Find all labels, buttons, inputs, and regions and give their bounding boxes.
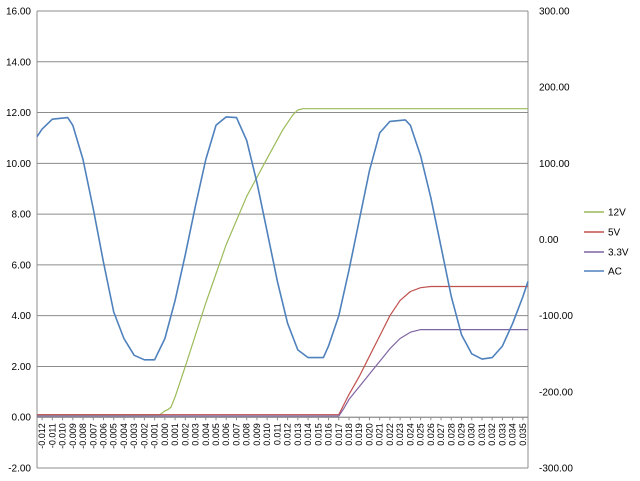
- right-tick-label: 200.00: [539, 83, 570, 94]
- left-tick-label: 2.00: [12, 362, 32, 373]
- x-tick-label: 0.010: [262, 423, 272, 446]
- legend: 12V 5V 3.3V AC: [584, 208, 629, 278]
- x-tick-label: 0.026: [426, 423, 436, 446]
- x-tick-label: 0.012: [283, 423, 293, 446]
- left-tick-label: 12.00: [6, 108, 31, 119]
- x-tick-label: 0.029: [457, 423, 467, 446]
- x-tick-label: 0.016: [324, 423, 334, 446]
- x-tick-label: -0.002: [139, 423, 149, 449]
- series-line-ac: [36, 116, 529, 361]
- x-tick-label: 0.021: [375, 423, 385, 446]
- legend-label: 12V: [608, 208, 626, 219]
- x-tick-label: -0.005: [109, 423, 119, 449]
- x-tick-label: -0.010: [58, 423, 68, 449]
- x-tick-label: -0.004: [119, 423, 129, 449]
- series-line-12v: [37, 108, 528, 416]
- right-tick-label: -300.00: [539, 464, 573, 475]
- legend-label: AC: [608, 267, 622, 278]
- x-tick-label: -0.008: [78, 423, 88, 449]
- x-tick-label: 0.011: [272, 423, 282, 445]
- left-tick-label: 14.00: [6, 57, 31, 68]
- right-tick-label: 300.00: [539, 7, 570, 18]
- x-tick-label: 0.022: [385, 423, 395, 446]
- x-tick-label: 0.014: [303, 423, 313, 446]
- axes: [36, 11, 529, 468]
- x-tick-label: 0.032: [487, 423, 497, 446]
- x-tick-label: 0.031: [477, 423, 487, 446]
- x-tick-label: 0.033: [497, 423, 507, 446]
- x-tick-label: 0.000: [160, 423, 170, 446]
- x-tick-label: 0.007: [231, 423, 241, 446]
- x-tick-label: 0.028: [446, 423, 456, 446]
- x-tick-label: 0.035: [518, 423, 528, 446]
- x-tick-label: 0.002: [180, 423, 190, 446]
- x-tick-label: -0.003: [129, 423, 139, 449]
- x-tick-label: 0.019: [354, 423, 364, 446]
- series-line-3-3v: [37, 329, 528, 417]
- x-tick-label: 0.006: [221, 423, 231, 446]
- left-tick-label: 16.00: [6, 7, 31, 18]
- legend-label: 5V: [608, 228, 621, 239]
- x-tick-label: -0.009: [68, 423, 78, 449]
- x-tick-label: 0.027: [436, 423, 446, 446]
- x-tick-label: 0.003: [191, 423, 201, 446]
- right-tick-label: -100.00: [539, 311, 573, 322]
- x-tick-label: -0.001: [150, 423, 160, 449]
- left-tick-label: -2.00: [8, 464, 31, 475]
- x-tick-label: 0.025: [416, 423, 426, 446]
- x-tick-label: 0.030: [467, 423, 477, 446]
- x-tick-label: -0.012: [37, 423, 47, 449]
- x-tick-label: 0.005: [211, 423, 221, 446]
- left-tick-label: 10.00: [6, 159, 31, 170]
- x-tick-label: 0.020: [364, 423, 374, 446]
- x-tick-label: 0.009: [252, 423, 262, 446]
- x-tick-label: 0.023: [395, 423, 405, 446]
- right-tick-label: 0.00: [539, 235, 559, 246]
- x-tick-label: 0.018: [344, 423, 354, 446]
- x-tick-label: 0.024: [405, 423, 415, 446]
- x-tick-label: 0.017: [334, 423, 344, 446]
- x-tick-label: 0.015: [313, 423, 323, 446]
- gridlines: [37, 10, 528, 469]
- left-axis-tick-labels: -2.00 0.00 2.00 4.00 6.00 8.00 10.00 12.00 14.00…: [6, 7, 31, 475]
- left-tick-label: 4.00: [12, 311, 32, 322]
- x-tick-label: -0.007: [88, 423, 98, 449]
- x-tick-label: 0.001: [170, 423, 180, 446]
- series-lines: [36, 108, 529, 417]
- right-axis-tick-labels: -300.00 -200.00 -100.00 0.00 100.00 200.00 300…: [539, 7, 573, 475]
- right-tick-label: -200.00: [539, 387, 573, 398]
- x-tick-label: -0.011: [47, 423, 57, 448]
- legend-label: 3.3V: [608, 248, 629, 259]
- x-tick-label: 0.034: [508, 423, 518, 446]
- x-tick-label: 0.013: [293, 423, 303, 446]
- left-tick-label: 8.00: [12, 210, 32, 221]
- x-tick-label: -0.006: [98, 423, 108, 449]
- right-tick-label: 100.00: [539, 159, 570, 170]
- x-tick-label: 0.008: [242, 423, 252, 446]
- left-tick-label: 6.00: [12, 260, 32, 271]
- x-axis-tick-labels: -0.012 -0.011 -0.010 -0.009 -0.008 -0.007 -0.0…: [37, 417, 528, 449]
- left-tick-label: 0.00: [12, 413, 32, 424]
- series-line-5v: [37, 285, 528, 416]
- x-tick-label: 0.004: [201, 423, 211, 446]
